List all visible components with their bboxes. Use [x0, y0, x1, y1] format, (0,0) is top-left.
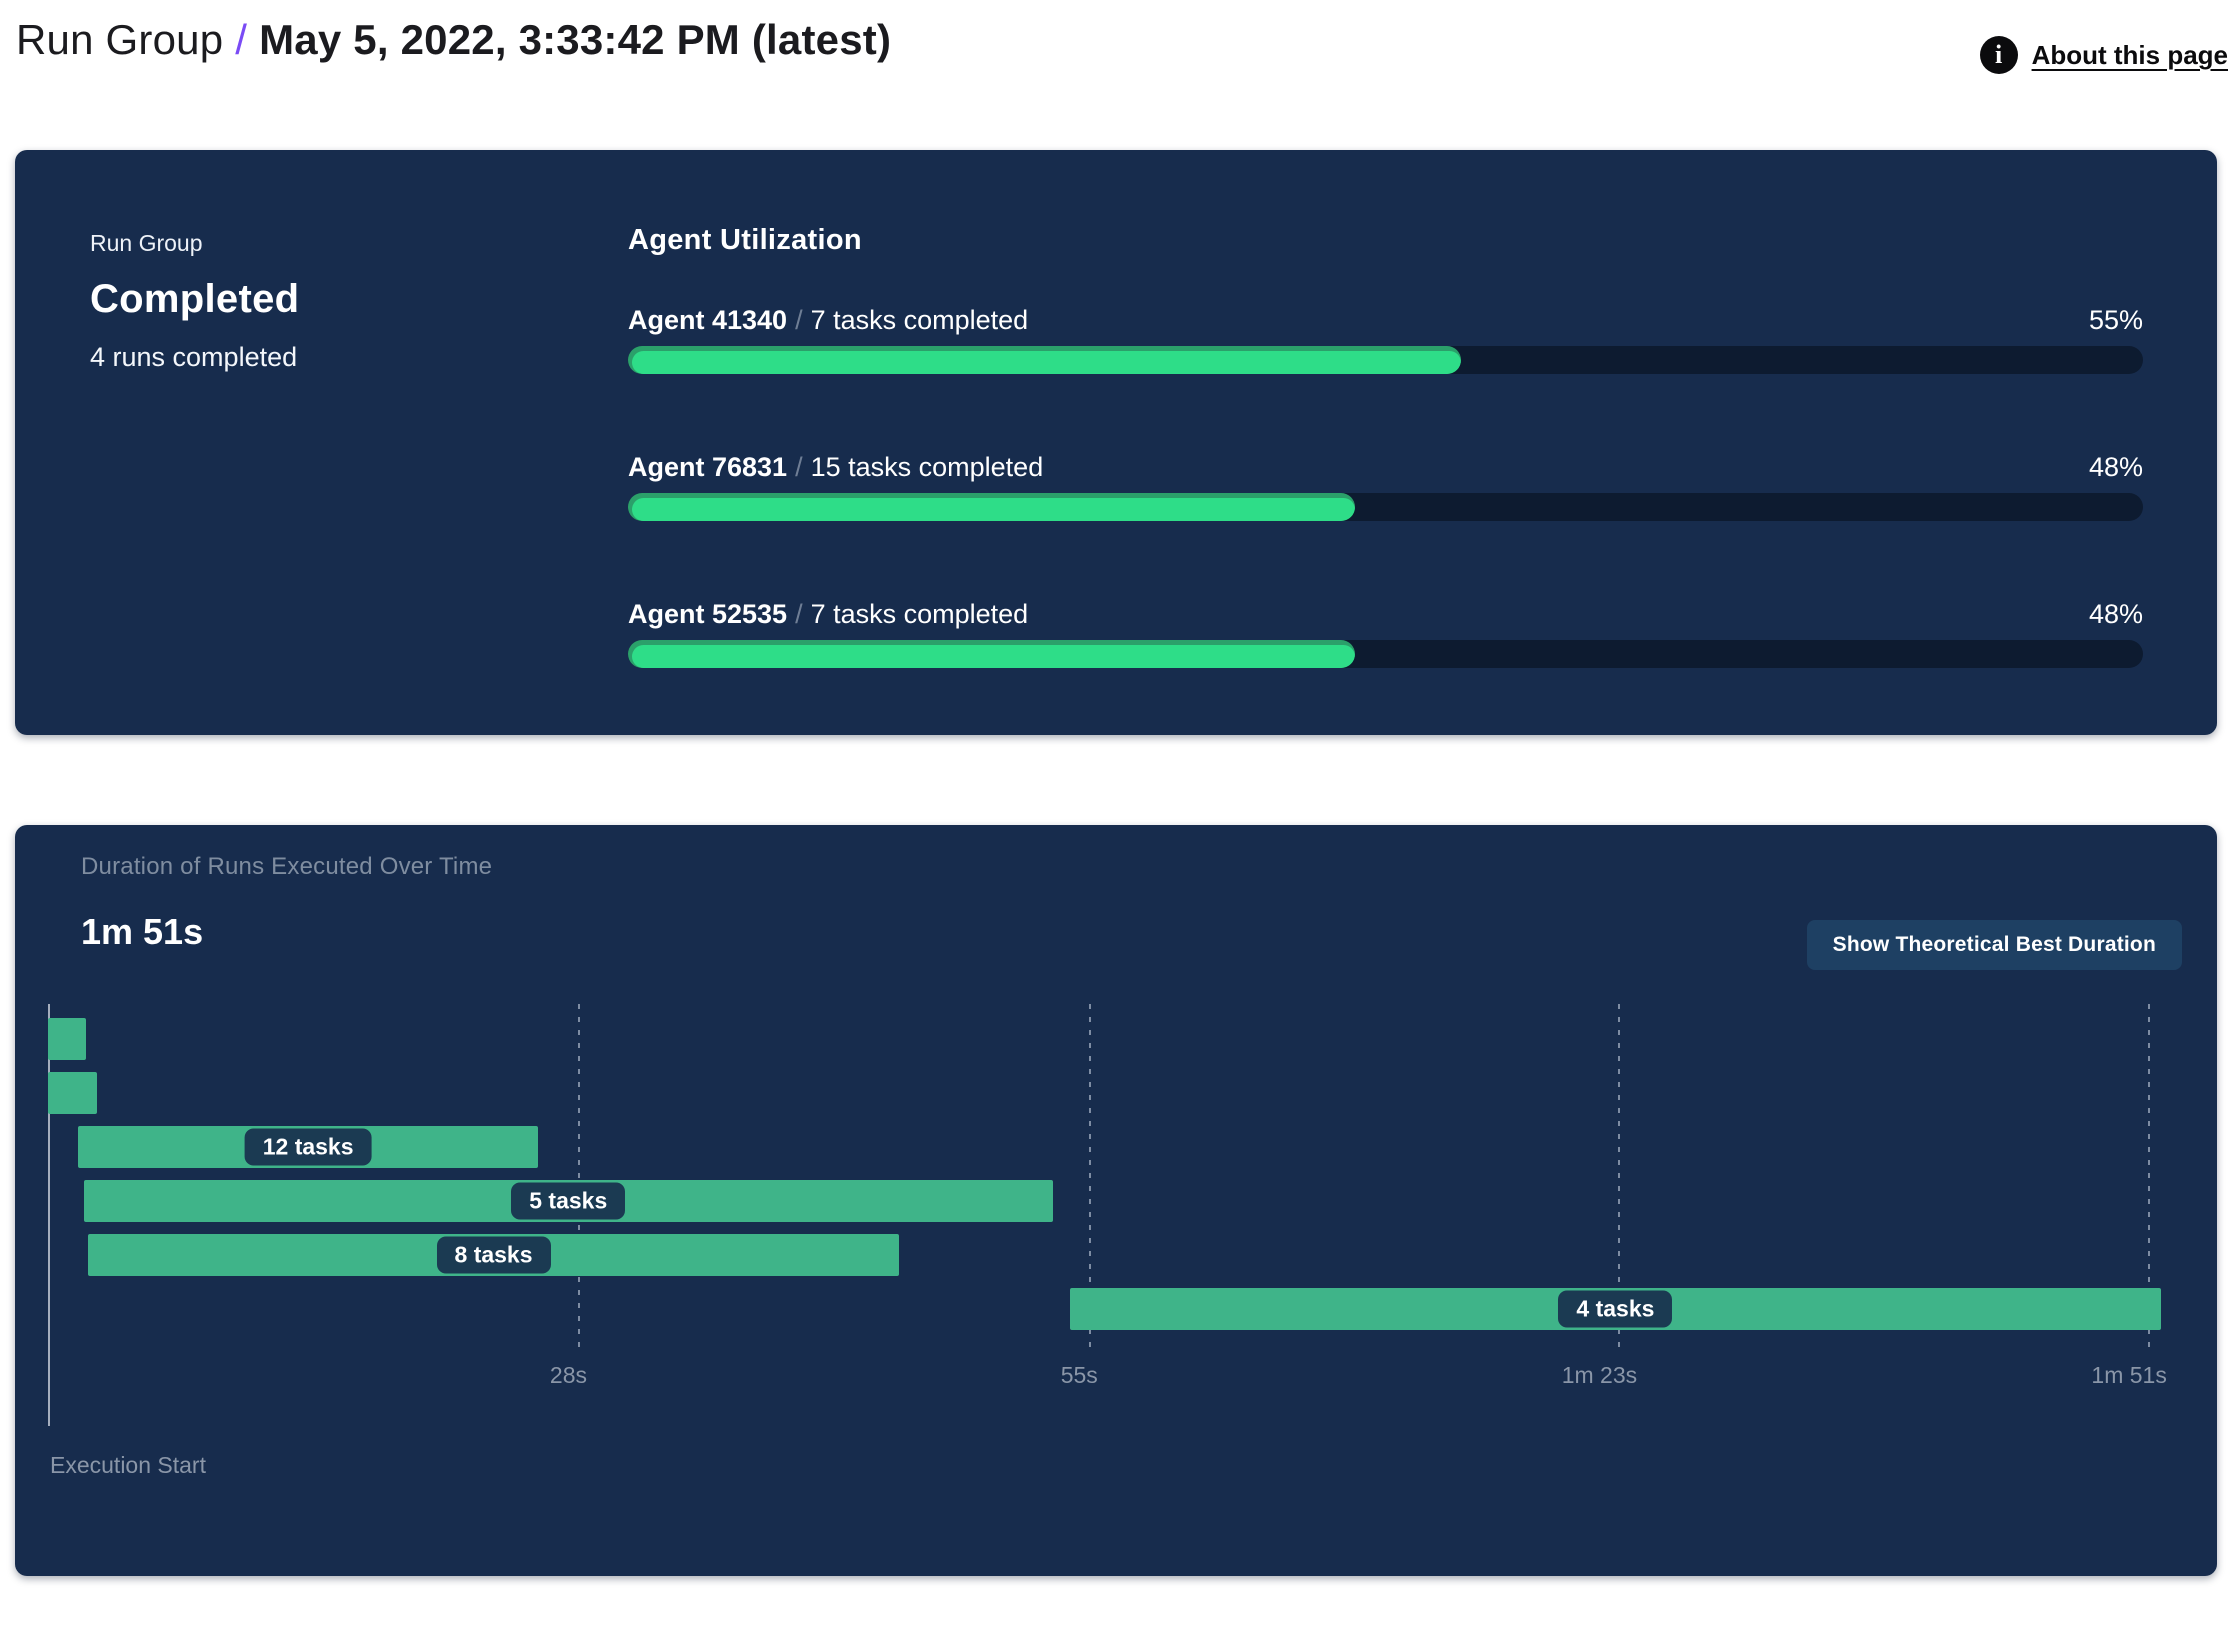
agent-utilization-percent: 55%: [2088, 305, 2143, 335]
axis-tick-label: 55s: [1060, 1362, 1098, 1388]
utilization-bar-highlight: [632, 351, 1462, 374]
about-this-page: i About this page: [1979, 36, 2228, 74]
chart-title: Duration of Runs Executed Over Time: [81, 853, 493, 880]
agent-row: Agent 52535/7 tasks completed 48%: [628, 599, 2143, 668]
execution-start-label: Execution Start: [50, 1452, 206, 1478]
run-group-summary-card: Run Group Completed 4 runs completed Age…: [15, 150, 2217, 735]
task-count-pill: 5 tasks: [511, 1182, 626, 1220]
utilization-bar-track: [628, 493, 2143, 521]
status-text: Completed: [90, 277, 300, 321]
run-duration-bar[interactable]: 8 tasks: [87, 1234, 900, 1276]
agent-label: Agent 41340/7 tasks completed: [628, 305, 1028, 336]
agent-row: Agent 76831/15 tasks completed 48%: [628, 452, 2143, 521]
run-duration-bar[interactable]: [48, 1018, 86, 1060]
runs-count: 4 runs completed: [90, 342, 298, 372]
time-gridline: [2148, 1004, 2150, 1348]
run-group-eyebrow: Run Group: [90, 230, 203, 256]
duration-card: Duration of Runs Executed Over Time 1m 5…: [15, 825, 2217, 1576]
axis-tick-label: 1m 51s: [2091, 1362, 2167, 1388]
agent-name: Agent 52535: [628, 599, 788, 629]
about-link[interactable]: About this page: [2031, 39, 2228, 70]
time-gridline: [577, 1004, 580, 1348]
run-duration-bar[interactable]: 5 tasks: [83, 1180, 1053, 1222]
agent-utilization-panel: Agent Utilization Agent 41340/7 tasks co…: [628, 150, 2143, 735]
page-header: Run Group / May 5, 2022, 3:33:42 PM (lates…: [0, 0, 2240, 150]
info-icon[interactable]: i: [1979, 36, 2018, 74]
page-title: May 5, 2022, 3:33:42 PM (latest): [259, 16, 892, 63]
agent-name-separator: /: [795, 452, 803, 482]
time-gridline: [1088, 1004, 1091, 1348]
utilization-bar-fill: [628, 346, 1462, 374]
utilization-bar-highlight: [632, 645, 1356, 668]
show-theoretical-best-duration-button[interactable]: Show Theoretical Best Duration: [1806, 920, 2182, 970]
agent-row: Agent 41340/7 tasks completed 55%: [628, 305, 2143, 374]
task-count-pill: 4 tasks: [1558, 1290, 1673, 1328]
time-gridline: [1618, 1004, 1621, 1348]
agent-rows: Agent 41340/7 tasks completed 55% Agent 76…: [628, 305, 2143, 668]
agent-tasks-completed: 7 tasks completed: [810, 599, 1029, 629]
agent-label: Agent 52535/7 tasks completed: [628, 599, 1028, 630]
agent-name-separator: /: [795, 599, 803, 629]
utilization-bar-track: [628, 346, 2143, 374]
utilization-bar-track: [628, 640, 2143, 668]
agent-name: Agent 76831: [628, 452, 788, 482]
run-duration-bar[interactable]: 4 tasks: [1069, 1288, 2162, 1330]
breadcrumb-separator: /: [235, 16, 248, 63]
axis-tick-label: 1m 23s: [1561, 1362, 1638, 1388]
utilization-bar-highlight: [632, 498, 1356, 521]
agent-utilization-percent: 48%: [2088, 452, 2143, 482]
breadcrumb-root: Run Group: [16, 16, 224, 63]
task-count-pill: 8 tasks: [436, 1236, 551, 1274]
total-duration: 1m 51s: [81, 911, 204, 952]
agent-tasks-completed: 15 tasks completed: [810, 452, 1044, 482]
utilization-bar-fill: [628, 493, 1356, 521]
utilization-bar-fill: [628, 640, 1356, 668]
agent-name: Agent 41340: [628, 305, 788, 335]
agent-utilization-title: Agent Utilization: [628, 224, 862, 256]
task-count-pill: 12 tasks: [244, 1128, 372, 1166]
agent-tasks-completed: 7 tasks completed: [810, 305, 1029, 335]
gantt-plot: Execution Start 28s 55s 1m 23s 1m 51s 12 tas…: [48, 1004, 2167, 1504]
run-duration-bar[interactable]: 12 tasks: [78, 1126, 538, 1168]
agent-label: Agent 76831/15 tasks completed: [628, 452, 1043, 483]
agent-name-separator: /: [795, 305, 803, 335]
axis-tick-label: 28s: [549, 1362, 587, 1388]
breadcrumb: Run Group / May 5, 2022, 3:33:42 PM (lates…: [16, 12, 891, 68]
run-duration-bar[interactable]: [48, 1072, 98, 1114]
agent-utilization-percent: 48%: [2088, 599, 2143, 629]
run-group-status-panel: Run Group Completed 4 runs completed: [90, 150, 628, 735]
execution-start-axis-line: [48, 1004, 50, 1426]
